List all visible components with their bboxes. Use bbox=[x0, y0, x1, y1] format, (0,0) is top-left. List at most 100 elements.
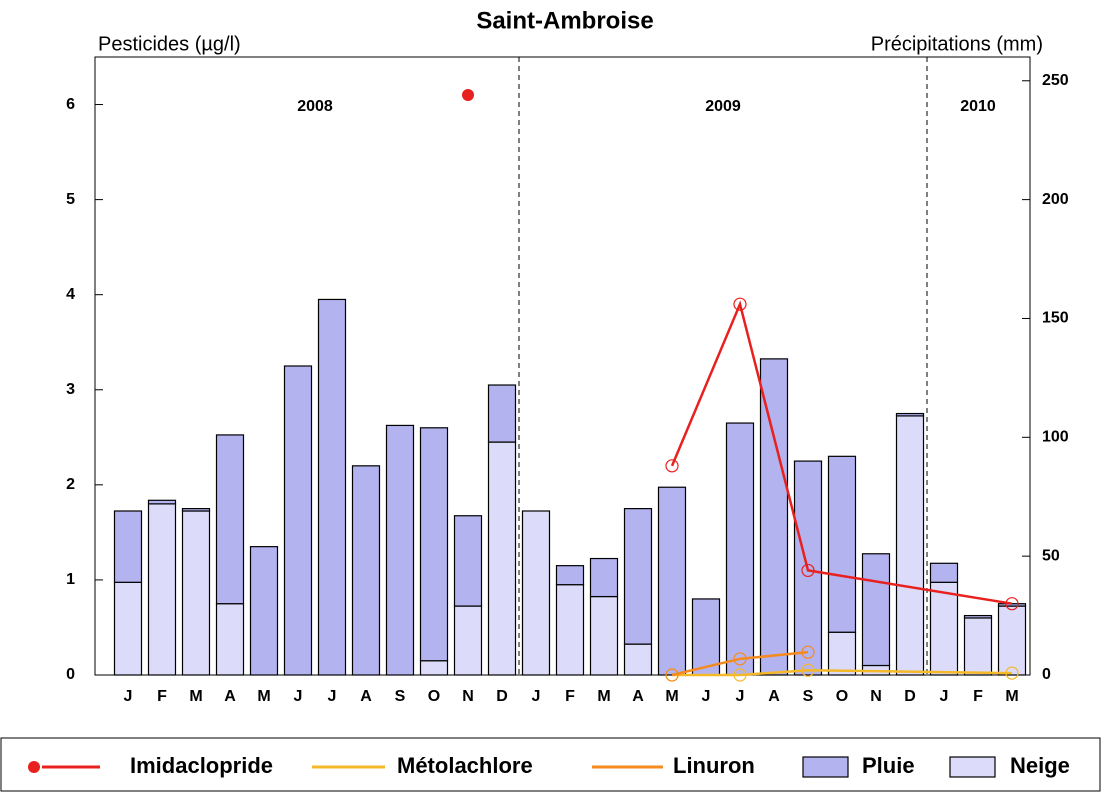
bar bbox=[283, 365, 313, 676]
x-tick-label: J bbox=[124, 688, 133, 705]
bar bbox=[453, 605, 483, 676]
chart-title: Saint-Ambroise bbox=[476, 7, 653, 34]
year-label: 2010 bbox=[960, 98, 996, 115]
x-tick-label: M bbox=[257, 688, 270, 705]
x-tick-label: J bbox=[702, 688, 711, 705]
bar bbox=[147, 503, 177, 676]
y-tick-label: 6 bbox=[66, 96, 75, 113]
point bbox=[733, 297, 747, 311]
bar bbox=[555, 565, 585, 586]
bar bbox=[657, 486, 687, 676]
point bbox=[733, 652, 747, 666]
point bbox=[462, 89, 474, 102]
bar bbox=[827, 455, 857, 633]
x-tick-label: N bbox=[462, 688, 474, 705]
bar bbox=[997, 603, 1027, 607]
x-tick-label: M bbox=[665, 688, 678, 705]
y2-tick-label: 150 bbox=[1042, 310, 1069, 327]
y-tick-label: 4 bbox=[66, 286, 75, 303]
x-tick-label: J bbox=[294, 688, 303, 705]
bar bbox=[419, 427, 449, 662]
bar bbox=[113, 510, 143, 583]
legend-marker bbox=[28, 761, 40, 773]
x-tick-label: O bbox=[836, 688, 848, 705]
bar bbox=[589, 595, 619, 676]
point bbox=[665, 459, 679, 473]
line bbox=[670, 300, 1013, 605]
y-tick-label: 1 bbox=[66, 571, 75, 588]
x-tick-label: A bbox=[632, 688, 644, 705]
y-tick-label: 5 bbox=[66, 191, 75, 208]
x-tick-label: F bbox=[157, 688, 167, 705]
point bbox=[801, 645, 815, 659]
point bbox=[1005, 597, 1019, 611]
y2-tick-label: 100 bbox=[1042, 429, 1069, 446]
bar bbox=[181, 510, 211, 676]
point bbox=[665, 668, 679, 682]
x-tick-label: J bbox=[736, 688, 745, 705]
bar bbox=[487, 441, 517, 676]
legend-label: Métolachlore bbox=[397, 753, 533, 778]
bar bbox=[895, 415, 925, 676]
bar bbox=[113, 581, 143, 676]
point bbox=[801, 663, 815, 677]
bar bbox=[215, 434, 245, 605]
y2-axis-label: Précipitations (mm) bbox=[871, 33, 1043, 55]
y-axis-label: Pesticides (µg/l) bbox=[98, 33, 241, 55]
y-tick-label: 2 bbox=[66, 476, 75, 493]
y2-tick-label: 250 bbox=[1042, 72, 1069, 89]
x-tick-label: N bbox=[870, 688, 882, 705]
point bbox=[801, 563, 815, 578]
line bbox=[671, 650, 809, 677]
x-tick-label: F bbox=[973, 688, 983, 705]
x-tick-label: J bbox=[532, 688, 541, 705]
legend-label: Linuron bbox=[673, 753, 755, 778]
year-label: 2008 bbox=[297, 98, 333, 115]
bar bbox=[623, 508, 653, 645]
bar bbox=[895, 412, 925, 417]
legend-swatch bbox=[802, 756, 849, 778]
legend-swatch bbox=[949, 756, 996, 778]
x-tick-label: S bbox=[395, 688, 406, 705]
y-tick-label: 3 bbox=[66, 381, 75, 398]
bar bbox=[861, 553, 891, 667]
bar bbox=[589, 557, 619, 598]
y-tick-label: 0 bbox=[66, 666, 75, 683]
bar bbox=[963, 617, 993, 676]
x-tick-label: D bbox=[904, 688, 916, 705]
point bbox=[1005, 666, 1019, 680]
bar bbox=[623, 643, 653, 676]
bar bbox=[453, 515, 483, 607]
x-tick-label: A bbox=[224, 688, 236, 705]
bar bbox=[827, 631, 857, 676]
bar bbox=[487, 384, 517, 443]
bar bbox=[317, 298, 347, 676]
x-tick-label: O bbox=[428, 688, 440, 705]
legend-label: Imidaclopride bbox=[130, 753, 273, 778]
bar bbox=[181, 508, 211, 512]
bar bbox=[997, 605, 1027, 676]
bar bbox=[929, 581, 959, 676]
bar bbox=[215, 603, 245, 676]
bar bbox=[929, 562, 959, 583]
point bbox=[733, 668, 747, 682]
x-tick-label: J bbox=[328, 688, 337, 705]
year-label: 2009 bbox=[705, 98, 741, 115]
bar bbox=[555, 584, 585, 676]
x-tick-label: M bbox=[1005, 688, 1018, 705]
bar bbox=[725, 422, 755, 676]
legend-box bbox=[0, 737, 1101, 792]
line bbox=[672, 668, 1013, 677]
legend-label: Neige bbox=[1010, 753, 1070, 778]
bar bbox=[147, 499, 177, 505]
x-tick-label: F bbox=[565, 688, 575, 705]
bar bbox=[963, 614, 993, 619]
bar bbox=[249, 546, 279, 676]
bar bbox=[521, 510, 551, 676]
y2-tick-label: 0 bbox=[1042, 666, 1051, 683]
bar bbox=[385, 424, 415, 676]
y2-tick-label: 50 bbox=[1042, 547, 1060, 564]
legend-label: Pluie bbox=[862, 753, 915, 778]
